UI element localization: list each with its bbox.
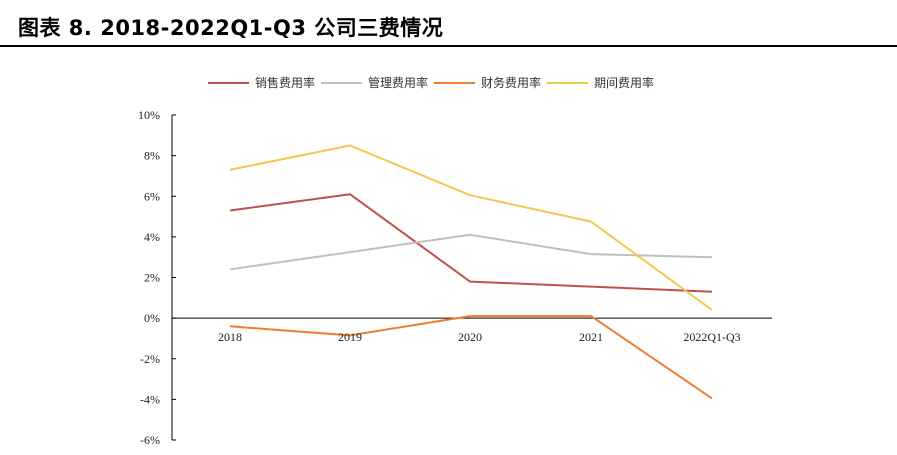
y-tick-label: 6% <box>144 189 160 203</box>
y-tick-label: -4% <box>140 392 160 406</box>
y-tick-label: 4% <box>144 230 160 244</box>
axes: 10% 8% 6% 4% 2% 0% -2% -4% -6% <box>138 108 772 447</box>
y-tick-label: 10% <box>138 108 160 122</box>
legend-label: 财务费用率 <box>481 75 541 90</box>
figure-title: 图表 8. 2018-2022Q1-Q3 公司三费情况 <box>18 16 444 40</box>
series-line-管理费用率 <box>229 233 713 271</box>
series-line-财务费用率 <box>229 315 713 400</box>
legend-label: 管理费用率 <box>368 75 428 90</box>
y-tick-label: 0% <box>144 311 160 325</box>
legend: 销售费用率 管理费用率 财务费用率 期间费用率 <box>208 75 654 90</box>
legend-label: 期间费用率 <box>594 75 654 90</box>
y-tick-label: 8% <box>144 149 160 163</box>
series-lines <box>229 144 713 400</box>
x-tick-label: 2022Q1-Q3 <box>683 330 740 344</box>
series-line-销售费用率 <box>229 193 713 293</box>
x-tick-labels: 2018 2019 2020 2021 2022Q1-Q3 <box>218 330 741 344</box>
x-tick-label: 2020 <box>458 330 482 344</box>
series-line-期间费用率 <box>229 144 713 311</box>
x-tick-label: 2021 <box>579 330 603 344</box>
x-tick-label: 2018 <box>218 330 242 344</box>
legend-label: 销售费用率 <box>255 75 315 90</box>
y-tick-label: -6% <box>140 433 160 447</box>
x-tick-label: 2019 <box>338 330 362 344</box>
y-tick-label: 2% <box>144 271 160 285</box>
title-rule <box>0 45 897 47</box>
y-tick-label: -2% <box>140 352 160 366</box>
